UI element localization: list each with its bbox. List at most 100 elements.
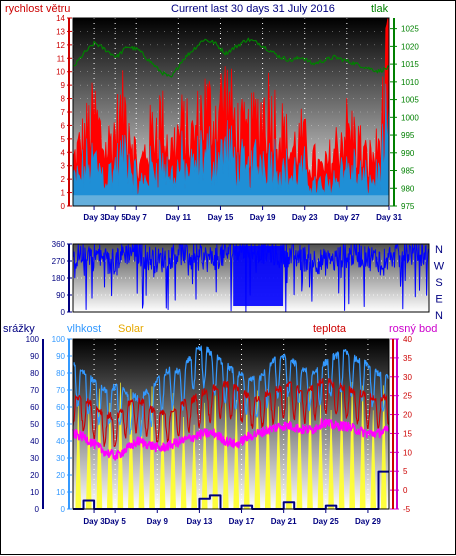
pressure-tick-label: 1025 (401, 25, 419, 34)
wind-tick-label: 2 (61, 175, 66, 184)
x-tick-label: Day 31 (376, 213, 402, 222)
direction-panel-border (72, 243, 430, 313)
wind-tick-label: 1 (61, 189, 66, 198)
pressure-series (72, 37, 390, 78)
weather-panel-border (72, 338, 390, 510)
rain-tick-label: 10 (30, 488, 39, 497)
x-tick-label: Day 5 (104, 213, 126, 222)
x-tick-label: Day 3 (83, 213, 105, 222)
wind-tick-label: 12 (56, 41, 65, 50)
temperature-series (72, 378, 390, 448)
temperature-tick-label: 40 (403, 335, 412, 344)
x-tick-label: Day 25 (313, 517, 339, 526)
x-tick-label: Day 19 (250, 213, 276, 222)
humidity-tick-label: 50 (56, 420, 65, 429)
temperature-tick-label: 0 (403, 486, 408, 495)
direction-tick-label: 270 (52, 257, 66, 266)
temperature-tick-label: 15 (403, 429, 412, 438)
wind-tick-label: 3 (61, 162, 66, 171)
compass-label: S (435, 277, 442, 289)
temperature-tick-label: -5 (403, 505, 411, 514)
dewpoint-axis-label: rosný bod (389, 323, 437, 335)
x-tick-label: Day 9 (147, 517, 169, 526)
rain-tick-label: 40 (30, 437, 39, 446)
wind-tick-label: 4 (61, 148, 66, 157)
pressure-tick-label: 975 (401, 202, 415, 211)
x-tick-label: Day 3 (83, 517, 105, 526)
wind-tick-label: 5 (61, 135, 66, 144)
direction-tick-label: 90 (56, 291, 65, 300)
humidity-tick-label: 30 (56, 454, 65, 463)
pressure-tick-label: 995 (401, 131, 415, 140)
humidity-tick-label: 20 (56, 471, 65, 480)
rain-tick-label: 20 (30, 471, 39, 480)
x-tick-label: Day 27 (334, 213, 360, 222)
wind-tick-label: 13 (56, 27, 65, 36)
temperature-axis-label: teplota (313, 323, 347, 335)
rain-tick-label: 60 (30, 403, 39, 412)
wind-direction-dense-block (233, 246, 284, 306)
compass-label: E (435, 294, 442, 306)
pressure-tick-label: 990 (401, 149, 415, 158)
wind-tick-label: 0 (61, 202, 66, 211)
humidity-tick-label: 90 (56, 352, 65, 361)
temperature-tick-label: 20 (403, 411, 412, 420)
wind-tick-label: 6 (61, 121, 66, 130)
rain-tick-label: 100 (26, 335, 40, 344)
x-tick-label: Day 29 (355, 517, 381, 526)
x-tick-label: Day 5 (104, 517, 126, 526)
chart-title: Current last 30 days 31 July 2016 (171, 3, 335, 15)
temperature-tick-label: 30 (403, 373, 412, 382)
x-tick-label: Day 15 (208, 213, 234, 222)
humidity-tick-label: 100 (52, 335, 66, 344)
wind-panel-ticks: 0123456789101112131497598098599099510001… (56, 14, 419, 222)
humidity-series (72, 345, 390, 437)
direction-tick-label: 360 (52, 240, 66, 249)
rain-tick-label: 0 (35, 505, 40, 514)
humidity-tick-label: 70 (56, 386, 65, 395)
direction-tick-label: 0 (61, 308, 66, 317)
wind-gust-series (72, 17, 390, 207)
pressure-tick-label: 1005 (401, 96, 419, 105)
humidity-tick-label: 60 (56, 403, 65, 412)
humidity-tick-label: 80 (56, 369, 65, 378)
rain-tick-label: 70 (30, 386, 39, 395)
temperature-tick-label: 25 (403, 392, 412, 401)
rain-tick-label: 90 (30, 352, 39, 361)
wind-tick-label: 11 (57, 54, 66, 63)
direction-tick-label: 180 (52, 274, 66, 283)
wind-pressure-series (72, 17, 390, 207)
wind-axis-label: rychlost větru (5, 3, 70, 15)
x-tick-label: Day 11 (166, 213, 192, 222)
wind-average-series (72, 83, 390, 207)
rain-tick-label: 50 (30, 420, 39, 429)
wind-tick-label: 10 (56, 68, 65, 77)
wind-panel-border (72, 17, 390, 207)
temperature-tick-label: 35 (403, 354, 412, 363)
solar-axis-label: Solar (118, 323, 144, 335)
humidity-tick-label: 10 (56, 488, 65, 497)
pressure-tick-label: 1015 (401, 60, 419, 69)
temperature-tick-label: 10 (403, 448, 412, 457)
x-tick-label: Day 13 (187, 517, 213, 526)
pressure-tick-label: 1020 (401, 42, 419, 51)
pressure-tick-label: 1010 (401, 78, 419, 87)
rain-tick-label: 80 (30, 369, 39, 378)
humidity-tick-label: 0 (61, 505, 66, 514)
compass-label: N (435, 310, 443, 322)
temperature-tick-label: 5 (403, 467, 408, 476)
humidity-tick-label: 40 (56, 437, 65, 446)
pressure-axis-label: tlak (371, 3, 389, 15)
pressure-tick-label: 1000 (401, 113, 419, 122)
wind-low-band (73, 195, 389, 206)
wind-tick-label: 8 (61, 95, 66, 104)
dewpoint-series (72, 418, 390, 461)
direction-panel-ticks: 0 90 180 270 360 (52, 240, 72, 317)
x-tick-label: Day 17 (229, 517, 255, 526)
pressure-tick-label: 985 (401, 167, 415, 176)
pressure-tick-label: 980 (401, 184, 415, 193)
